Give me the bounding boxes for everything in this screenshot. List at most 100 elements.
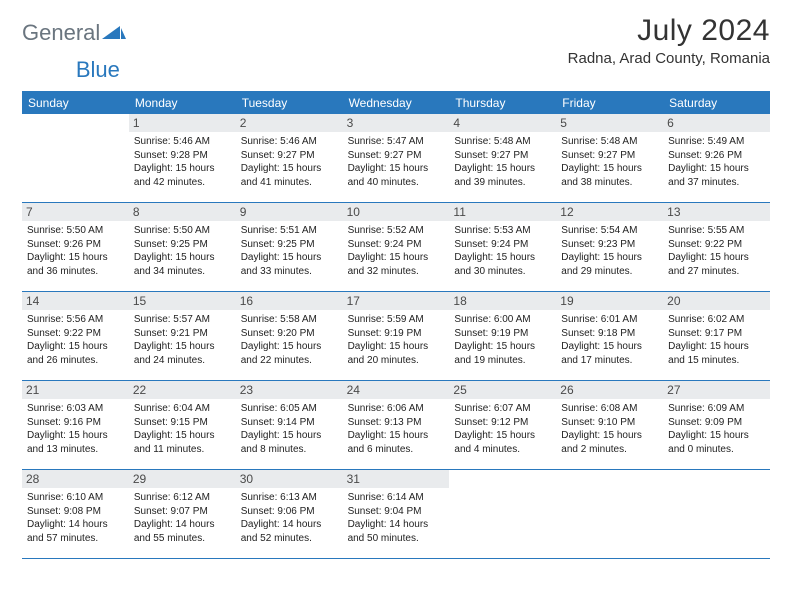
day-info: Sunrise: 5:50 AMSunset: 9:26 PMDaylight:…: [27, 224, 124, 278]
day-cell: 2 Sunrise: 5:46 AMSunset: 9:27 PMDaylight…: [236, 114, 343, 202]
day-cell: 10Sunrise: 5:52 AMSunset: 9:24 PMDayligh…: [343, 203, 450, 291]
day-cell: 11Sunrise: 5:53 AMSunset: 9:24 PMDayligh…: [449, 203, 556, 291]
logo-text-general: General: [22, 20, 100, 46]
day-number: 31: [343, 470, 450, 488]
day-info: Sunrise: 6:07 AMSunset: 9:12 PMDaylight:…: [454, 402, 551, 456]
day-cell: .: [556, 470, 663, 558]
day-info: Sunrise: 6:13 AMSunset: 9:06 PMDaylight:…: [241, 491, 338, 545]
day-number: 18: [449, 292, 556, 310]
day-number: 12: [556, 203, 663, 221]
month-title: July 2024: [568, 14, 770, 48]
day-info: Sunrise: 5:55 AMSunset: 9:22 PMDaylight:…: [668, 224, 765, 278]
day-info: Sunrise: 5:56 AMSunset: 9:22 PMDaylight:…: [27, 313, 124, 367]
day-number: 26: [556, 381, 663, 399]
day-cell: 7Sunrise: 5:50 AMSunset: 9:26 PMDaylight…: [22, 203, 129, 291]
day-cell: 13Sunrise: 5:55 AMSunset: 9:22 PMDayligh…: [663, 203, 770, 291]
day-info: Sunrise: 5:49 AMSunset: 9:26 PMDaylight:…: [668, 135, 765, 189]
day-cell: 6 Sunrise: 5:49 AMSunset: 9:26 PMDaylight…: [663, 114, 770, 202]
day-info: Sunrise: 5:46 AMSunset: 9:27 PMDaylight:…: [241, 135, 338, 189]
day-info: Sunrise: 5:52 AMSunset: 9:24 PMDaylight:…: [348, 224, 445, 278]
day-cell: 18 Sunrise: 6:00 AMSunset: 9:19 PMDayligh…: [449, 292, 556, 380]
day-info: Sunrise: 6:08 AMSunset: 9:10 PMDaylight:…: [561, 402, 658, 456]
day-number: 21: [22, 381, 129, 399]
day-number: 15: [129, 292, 236, 310]
day-cell: 27 Sunrise: 6:09 AMSunset: 9:09 PMDayligh…: [663, 381, 770, 469]
day-cell: .: [22, 114, 129, 202]
day-number: 24: [343, 381, 450, 399]
day-cell: .: [663, 470, 770, 558]
day-cell: 8 Sunrise: 5:50 AMSunset: 9:25 PMDaylight…: [129, 203, 236, 291]
day-info: Sunrise: 5:57 AMSunset: 9:21 PMDaylight:…: [134, 313, 231, 367]
day-info: Sunrise: 6:02 AMSunset: 9:17 PMDaylight:…: [668, 313, 765, 367]
day-number: 17: [343, 292, 450, 310]
day-cell: 21 Sunrise: 6:03 AMSunset: 9:16 PMDayligh…: [22, 381, 129, 469]
day-cell: 28Sunrise: 6:10 AMSunset: 9:08 PMDayligh…: [22, 470, 129, 558]
day-number: 25: [449, 381, 556, 399]
day-number: 29: [129, 470, 236, 488]
day-info: Sunrise: 5:46 AMSunset: 9:28 PMDaylight:…: [134, 135, 231, 189]
day-info: Sunrise: 6:14 AMSunset: 9:04 PMDaylight:…: [348, 491, 445, 545]
day-cell: 25 Sunrise: 6:07 AMSunset: 9:12 PMDayligh…: [449, 381, 556, 469]
day-number: 1: [129, 114, 236, 132]
day-info: Sunrise: 5:47 AMSunset: 9:27 PMDaylight:…: [348, 135, 445, 189]
day-cell: 29 Sunrise: 6:12 AMSunset: 9:07 PMDayligh…: [129, 470, 236, 558]
day-cell: 30 Sunrise: 6:13 AMSunset: 9:06 PMDayligh…: [236, 470, 343, 558]
day-cell: 1 Sunrise: 5:46 AMSunset: 9:28 PMDaylight…: [129, 114, 236, 202]
day-info: Sunrise: 6:01 AMSunset: 9:18 PMDaylight:…: [561, 313, 658, 367]
day-info: Sunrise: 5:59 AMSunset: 9:19 PMDaylight:…: [348, 313, 445, 367]
day-number: 9: [236, 203, 343, 221]
day-of-week-header: Saturday: [663, 92, 770, 114]
day-number: 19: [556, 292, 663, 310]
day-cell: 26 Sunrise: 6:08 AMSunset: 9:10 PMDayligh…: [556, 381, 663, 469]
day-of-week-header: Monday: [129, 92, 236, 114]
day-number: 2: [236, 114, 343, 132]
days-of-week-row: SundayMondayTuesdayWednesdayThursdayFrid…: [22, 92, 770, 114]
day-number: 23: [236, 381, 343, 399]
logo-mark-icon: [102, 22, 126, 45]
day-cell: 14 Sunrise: 5:56 AMSunset: 9:22 PMDayligh…: [22, 292, 129, 380]
day-cell: 3 Sunrise: 5:47 AMSunset: 9:27 PMDaylight…: [343, 114, 450, 202]
day-info: Sunrise: 5:51 AMSunset: 9:25 PMDaylight:…: [241, 224, 338, 278]
day-number: 3: [343, 114, 450, 132]
day-info: Sunrise: 5:48 AMSunset: 9:27 PMDaylight:…: [454, 135, 551, 189]
day-number: 4: [449, 114, 556, 132]
day-cell: 23Sunrise: 6:05 AMSunset: 9:14 PMDayligh…: [236, 381, 343, 469]
day-number: 6: [663, 114, 770, 132]
day-number: 22: [129, 381, 236, 399]
day-info: Sunrise: 6:09 AMSunset: 9:09 PMDaylight:…: [668, 402, 765, 456]
weeks-container: .1Sunrise: 5:46 AMSunset: 9:28 PMDayligh…: [22, 114, 770, 559]
day-cell: 22 Sunrise: 6:04 AMSunset: 9:15 PMDayligh…: [129, 381, 236, 469]
day-cell: 24 Sunrise: 6:06 AMSunset: 9:13 PMDayligh…: [343, 381, 450, 469]
day-number: 27: [663, 381, 770, 399]
day-of-week-header: Friday: [556, 92, 663, 114]
day-cell: 31 Sunrise: 6:14 AMSunset: 9:04 PMDayligh…: [343, 470, 450, 558]
day-of-week-header: Tuesday: [236, 92, 343, 114]
day-number: 20: [663, 292, 770, 310]
day-info: Sunrise: 6:00 AMSunset: 9:19 PMDaylight:…: [454, 313, 551, 367]
day-of-week-header: Wednesday: [343, 92, 450, 114]
day-info: Sunrise: 5:58 AMSunset: 9:20 PMDaylight:…: [241, 313, 338, 367]
day-number: 30: [236, 470, 343, 488]
day-cell: 12 Sunrise: 5:54 AMSunset: 9:23 PMDayligh…: [556, 203, 663, 291]
day-info: Sunrise: 6:03 AMSunset: 9:16 PMDaylight:…: [27, 402, 124, 456]
day-number: 5: [556, 114, 663, 132]
day-info: Sunrise: 5:54 AMSunset: 9:23 PMDaylight:…: [561, 224, 658, 278]
calendar: SundayMondayTuesdayWednesdayThursdayFrid…: [22, 91, 770, 559]
title-block: July 2024 Radna, Arad County, Romania: [568, 14, 770, 67]
day-info: Sunrise: 6:04 AMSunset: 9:15 PMDaylight:…: [134, 402, 231, 456]
day-info: Sunrise: 5:53 AMSunset: 9:24 PMDaylight:…: [454, 224, 551, 278]
day-number: 8: [129, 203, 236, 221]
day-info: Sunrise: 6:06 AMSunset: 9:13 PMDaylight:…: [348, 402, 445, 456]
day-cell: 5 Sunrise: 5:48 AMSunset: 9:27 PMDaylight…: [556, 114, 663, 202]
week-row: .1 Sunrise: 5:46 AMSunset: 9:28 PMDayligh…: [22, 114, 770, 203]
week-row: 28Sunrise: 6:10 AMSunset: 9:08 PMDayligh…: [22, 470, 770, 559]
day-info: Sunrise: 6:12 AMSunset: 9:07 PMDaylight:…: [134, 491, 231, 545]
day-cell: 17 Sunrise: 5:59 AMSunset: 9:19 PMDayligh…: [343, 292, 450, 380]
logo: General: [22, 14, 126, 46]
day-info: Sunrise: 5:48 AMSunset: 9:27 PMDaylight:…: [561, 135, 658, 189]
day-of-week-header: Sunday: [22, 92, 129, 114]
day-cell: 19 Sunrise: 6:01 AMSunset: 9:18 PMDayligh…: [556, 292, 663, 380]
day-of-week-header: Thursday: [449, 92, 556, 114]
day-info: Sunrise: 5:50 AMSunset: 9:25 PMDaylight:…: [134, 224, 231, 278]
day-number: 14: [22, 292, 129, 310]
